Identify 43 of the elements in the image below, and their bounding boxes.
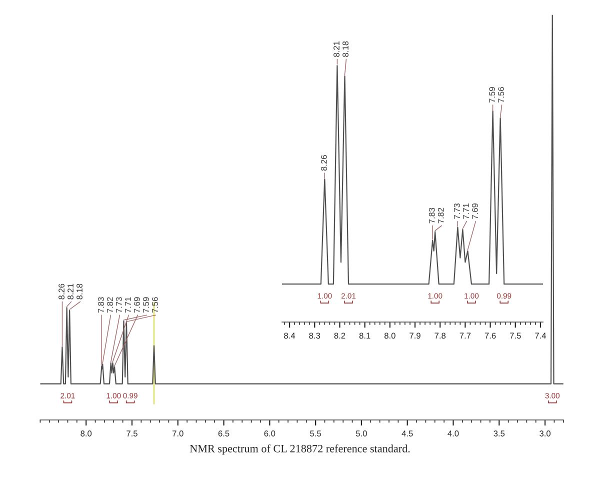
x-tick-label: 7.5	[126, 430, 138, 436]
x-tick-label: 7.5	[510, 332, 521, 339]
annotation: 8.18	[76, 284, 82, 300]
x-tick-label: 6.0	[264, 430, 276, 436]
x-tick-label: 8.3	[309, 332, 320, 339]
x-tick-label: 8.0	[80, 430, 92, 436]
annotation: 7.71	[463, 203, 469, 219]
x-tick-label: 7.0	[172, 430, 184, 436]
annotation: 7.69	[134, 297, 140, 313]
annotation: 7.83	[98, 297, 104, 313]
annotation: 7.83	[428, 208, 435, 224]
x-tick-label: 3.0	[540, 430, 551, 436]
x-tick-label: 7.7	[460, 332, 471, 339]
x-tick-label: 8.0	[384, 332, 396, 339]
annotation: 8.21	[68, 284, 74, 300]
x-tick-label: 5.5	[310, 430, 322, 436]
annotation: 7.56	[498, 87, 504, 103]
annotation: 8.26	[58, 284, 64, 300]
annotation: 8.21	[334, 41, 340, 57]
x-tick-label: 8.2	[334, 332, 346, 339]
x-tick-label: 4.5	[402, 430, 413, 436]
annotation: 7.73	[116, 297, 122, 313]
x-tick-label: 3.5	[494, 430, 505, 436]
x-tick-label: 8.4	[284, 332, 296, 339]
annotation: 7.82	[438, 208, 444, 224]
x-tick-label: 7.8	[434, 332, 446, 339]
annotation: 7.59	[489, 87, 496, 103]
annotation: 7.73	[454, 203, 460, 219]
x-tick-label: 5.0	[356, 430, 367, 436]
x-tick-label: 7.6	[484, 332, 496, 339]
annotation: 7.56	[152, 297, 158, 313]
x-tick-label: 8.1	[359, 332, 370, 339]
annotation: 7.59	[143, 297, 149, 313]
annotation: 8.26	[321, 155, 327, 171]
text: NMR spectrum of CL 218872 reference standard.	[190, 444, 410, 455]
annotation: 7.69	[472, 203, 478, 219]
x-tick-label: 6.5	[218, 430, 230, 436]
annotation: 7.71	[125, 297, 131, 313]
annotation: 8.18	[342, 41, 348, 57]
x-tick-label: 7.4	[535, 332, 546, 339]
annotation: 7.82	[107, 297, 113, 313]
x-tick-label: 7.9	[410, 332, 420, 339]
x-tick-label: 4.0	[448, 430, 459, 436]
